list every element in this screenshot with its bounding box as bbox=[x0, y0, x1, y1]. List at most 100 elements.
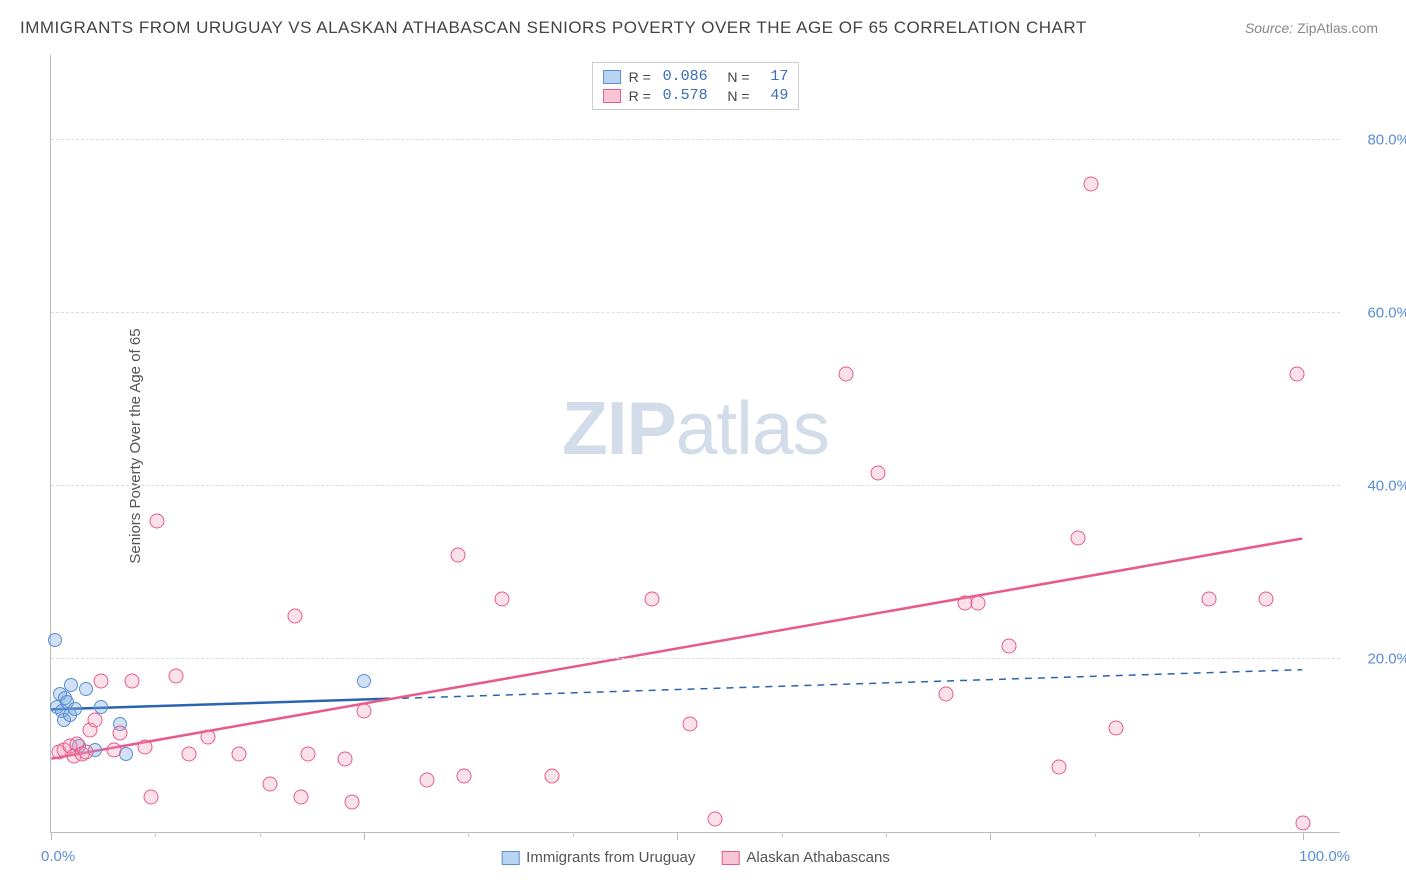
legend-series-label: Alaskan Athabascans bbox=[746, 849, 889, 866]
r-value: 0.578 bbox=[663, 87, 708, 104]
athabascan-point bbox=[419, 773, 434, 788]
r-value: 0.086 bbox=[663, 68, 708, 85]
athabascan-point bbox=[1290, 366, 1305, 381]
athabascan-point bbox=[144, 790, 159, 805]
athabascan-point bbox=[294, 790, 309, 805]
legend-swatch bbox=[603, 70, 621, 84]
athabascan-point bbox=[645, 591, 660, 606]
watermark-bold: ZIP bbox=[562, 386, 676, 470]
gridline-h bbox=[51, 658, 1340, 659]
athabascan-point bbox=[451, 548, 466, 563]
r-label: R = bbox=[629, 88, 655, 104]
athabascan-point bbox=[125, 673, 140, 688]
athabascan-point bbox=[970, 595, 985, 610]
legend-swatch bbox=[603, 89, 621, 103]
x-tick-major bbox=[677, 832, 678, 840]
legend-series-label: Immigrants from Uruguay bbox=[526, 849, 695, 866]
x-tick-major bbox=[364, 832, 365, 840]
x-tick-minor bbox=[1199, 832, 1200, 837]
legend-swatch bbox=[721, 851, 739, 865]
x-tick-minor bbox=[886, 832, 887, 837]
source-value: ZipAtlas.com bbox=[1297, 20, 1378, 36]
x-tick-minor bbox=[1095, 832, 1096, 837]
x-tick-minor bbox=[155, 832, 156, 837]
gridline-h bbox=[51, 312, 1340, 313]
athabascan-point bbox=[357, 703, 372, 718]
plot-area: ZIPatlas R = 0.086 N = 17R = 0.578 N = 4… bbox=[50, 55, 1340, 833]
legend-correlation-row: R = 0.578 N = 49 bbox=[603, 86, 789, 105]
athabascan-point bbox=[1002, 639, 1017, 654]
athabascan-point bbox=[870, 466, 885, 481]
athabascan-point bbox=[494, 591, 509, 606]
athabascan-point bbox=[169, 669, 184, 684]
athabascan-point bbox=[181, 747, 196, 762]
x-tick-minor bbox=[468, 832, 469, 837]
x-tick-minor bbox=[573, 832, 574, 837]
x-tick-major bbox=[51, 832, 52, 840]
y-tick-label: 80.0% bbox=[1350, 132, 1406, 149]
trend-lines bbox=[51, 55, 1340, 832]
athabascan-point bbox=[137, 740, 152, 755]
athabascan-point bbox=[839, 366, 854, 381]
legend-series-item: Immigrants from Uruguay bbox=[501, 849, 695, 866]
athabascan-point bbox=[150, 513, 165, 528]
athabascan-point bbox=[79, 744, 94, 759]
athabascan-point bbox=[338, 751, 353, 766]
source-label: Source: bbox=[1245, 20, 1297, 36]
legend-correlation-row: R = 0.086 N = 17 bbox=[603, 67, 789, 86]
athabascan-point bbox=[300, 747, 315, 762]
athabascan-point bbox=[288, 608, 303, 623]
x-tick-major bbox=[990, 832, 991, 840]
athabascan-point bbox=[682, 716, 697, 731]
athabascan-point bbox=[94, 673, 109, 688]
legend-series-item: Alaskan Athabascans bbox=[721, 849, 889, 866]
athabascan-point bbox=[200, 729, 215, 744]
r-label: R = bbox=[629, 69, 655, 85]
athabascan-point bbox=[344, 794, 359, 809]
legend-swatch bbox=[501, 851, 519, 865]
x-tick-major bbox=[1303, 832, 1304, 840]
x-tick-minor bbox=[260, 832, 261, 837]
chart-title: IMMIGRANTS FROM URUGUAY VS ALASKAN ATHAB… bbox=[20, 18, 1087, 38]
legend-correlation: R = 0.086 N = 17R = 0.578 N = 49 bbox=[592, 62, 800, 110]
legend-series: Immigrants from Uruguay Alaskan Athabasca… bbox=[501, 849, 890, 866]
athabascan-point bbox=[1052, 760, 1067, 775]
athabascan-point bbox=[231, 747, 246, 762]
athabascan-point bbox=[457, 768, 472, 783]
athabascan-point bbox=[1202, 591, 1217, 606]
source-attribution: Source: ZipAtlas.com bbox=[1245, 20, 1378, 36]
y-tick-label: 40.0% bbox=[1350, 478, 1406, 495]
athabascan-point bbox=[263, 777, 278, 792]
athabascan-point bbox=[707, 812, 722, 827]
uruguay-point bbox=[64, 678, 78, 692]
uruguay-point bbox=[68, 702, 82, 716]
n-label: N = bbox=[716, 69, 754, 85]
uruguay-point bbox=[119, 747, 133, 761]
athabascan-point bbox=[112, 725, 127, 740]
uruguay-point bbox=[79, 682, 93, 696]
athabascan-point bbox=[1108, 721, 1123, 736]
gridline-h bbox=[51, 139, 1340, 140]
watermark: ZIPatlas bbox=[562, 385, 829, 471]
athabascan-point bbox=[1070, 531, 1085, 546]
uruguay-point bbox=[357, 674, 371, 688]
x-axis-max-label: 100.0% bbox=[1299, 848, 1350, 865]
athabascan-point bbox=[1296, 816, 1311, 831]
n-value: 17 bbox=[761, 68, 788, 85]
x-axis-min-label: 0.0% bbox=[41, 848, 75, 865]
gridline-h bbox=[51, 485, 1340, 486]
x-tick-minor bbox=[782, 832, 783, 837]
watermark-rest: atlas bbox=[676, 386, 829, 470]
n-label: N = bbox=[716, 88, 754, 104]
y-tick-label: 20.0% bbox=[1350, 651, 1406, 668]
athabascan-point bbox=[939, 686, 954, 701]
athabascan-point bbox=[544, 768, 559, 783]
athabascan-point bbox=[1083, 176, 1098, 191]
athabascan-point bbox=[87, 712, 102, 727]
n-value: 49 bbox=[761, 87, 788, 104]
athabascan-point bbox=[106, 742, 121, 757]
athabascan-point bbox=[1258, 591, 1273, 606]
uruguay-point bbox=[48, 633, 62, 647]
uruguay-trendline-dashed bbox=[389, 670, 1302, 699]
y-tick-label: 60.0% bbox=[1350, 305, 1406, 322]
